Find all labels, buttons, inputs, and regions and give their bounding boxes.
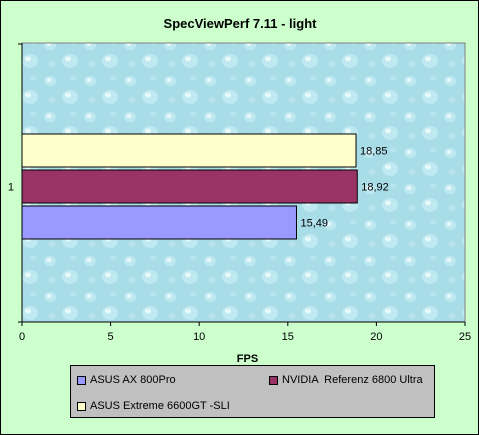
bar-asus-extreme-6600gt-sli [21, 133, 357, 168]
data-label-nvidia-referenz-6800-ultra: 18,92 [361, 182, 389, 194]
x-tick-label: 10 [193, 331, 205, 343]
legend-label-asus-ax-800pro: ASUS AX 800Pro [90, 374, 176, 386]
bar-asus-ax-800pro [21, 205, 297, 240]
legend-swatch-nvidia-6800-ultra [269, 375, 278, 385]
legend-item-asus-ax-800pro: ASUS AX 800Pro [77, 374, 176, 386]
x-tick-label: 5 [108, 331, 114, 343]
legend-label-nvidia-6800-ultra: NVIDIA Referenz 6800 Ultra [282, 374, 423, 386]
data-label-asus-extreme-6600gt-sli: 18,85 [360, 146, 388, 158]
bars-layer: 18,85 18,92 15,49 [21, 133, 389, 240]
legend-swatch-asus-ax-800pro [77, 375, 86, 385]
x-axis-title: FPS [237, 353, 258, 365]
y-category-label: 1 [8, 182, 14, 194]
bar-nvidia-referenz-6800-ultra [21, 169, 358, 204]
chart-title: SpecViewPerf 7.11 - light [164, 16, 318, 31]
legend-swatch-asus-extreme-6600gt-sli [77, 401, 86, 411]
axis-layer: 0 5 10 15 20 25 1 [8, 43, 471, 343]
x-tick-label: 15 [282, 331, 294, 343]
x-tick-label: 25 [459, 331, 471, 343]
x-tick-label: 20 [370, 331, 382, 343]
x-tick-label: 0 [19, 331, 25, 343]
legend-label-asus-extreme-6600gt-sli: ASUS Extreme 6600GT -SLI [90, 400, 230, 412]
legend-item-nvidia-6800-ultra: NVIDIA Referenz 6800 Ultra [269, 374, 423, 386]
data-label-asus-ax-800pro: 15,49 [300, 218, 328, 230]
legend-item-asus-extreme-6600gt-sli: ASUS Extreme 6600GT -SLI [77, 400, 230, 412]
legend: ASUS AX 800Pro NVIDIA Referenz 6800 Ultr… [70, 365, 435, 418]
